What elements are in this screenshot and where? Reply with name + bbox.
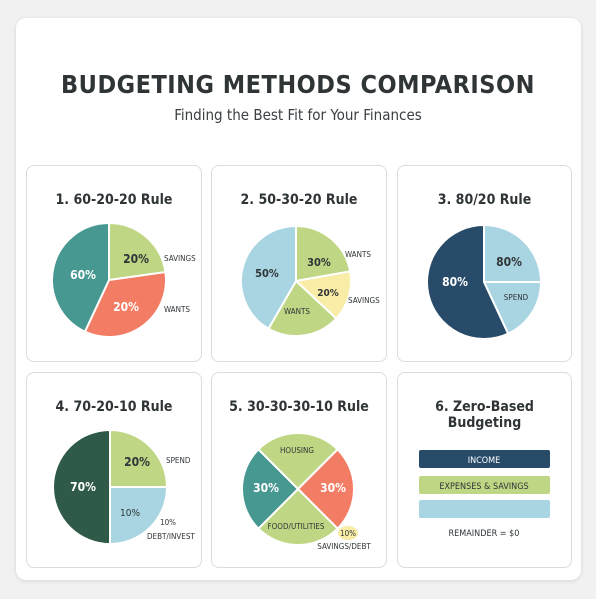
pie-slice-housing [256, 432, 340, 491]
slice-label-30-coral: 30% [320, 481, 346, 495]
pie-chart-5: HOUSING 30% 30% FOOD/UTILITIES 10% SAVIN… [241, 432, 371, 551]
savings-annotation: SAVINGS [164, 254, 196, 263]
slice-label-20: 20% [317, 288, 339, 299]
slice-label-10: 10% [120, 508, 140, 519]
pie-slice-80 [426, 223, 510, 340]
pie-chart-1: 60% 20% 20% SAVINGS WANTS [51, 221, 196, 338]
slice-label-70: 70% [70, 480, 96, 494]
pie-chart-4: 70% 20% 10% SPEND 10% DEBT/INVEST [52, 428, 195, 546]
slice-label-30-teal: 30% [253, 481, 279, 495]
panel-zero-based: 6. Zero-Based Budgeting INCOME EXPENSES … [397, 372, 572, 568]
panel-title: 1. 60-20-20 Rule [55, 192, 173, 208]
page-title: BUDGETING METHODS COMPARISON [61, 70, 535, 99]
panel-70-20-10: 4. 70-20-10 Rule 70% 20% 10% SPEND 10% D… [26, 372, 202, 568]
panel-title: 4. 70-20-10 Rule [55, 399, 173, 415]
wants-annotation: WANTS [164, 305, 190, 314]
slice-label-10: 10% [340, 529, 356, 538]
expenses-bar [419, 476, 550, 494]
pie-slice-30-coral [296, 447, 355, 531]
panel-title: 6. Zero-Based Budgeting [435, 399, 534, 431]
slice-label-20-wants: 20% [113, 300, 139, 314]
pie-slice-spend [109, 428, 169, 488]
slice-label-20: 20% [124, 455, 150, 469]
pie-slice-wants-lower [267, 279, 338, 337]
income-label: INCOME [468, 456, 501, 466]
panel-title: 5. 30-30-30-10 Rule [229, 399, 369, 415]
panel-30-30-30-10: 5. 30-30-30-10 Rule HOUSING 30% 30% FOOD… [211, 372, 387, 568]
pie-slice-50 [240, 224, 297, 330]
slice-label-20-savings: 20% [123, 252, 149, 266]
pie-chart-2: 50% 30% 20% WANTS SAVINGS WANTS [240, 224, 380, 337]
slice-label-50: 50% [255, 267, 279, 280]
savings-debt-annotation: SAVINGS/DEBT [317, 542, 371, 551]
pie-slice-spend [482, 281, 543, 335]
ten-annotation: 10% [160, 518, 176, 527]
panel-50-30-20: 2. 50-30-20 Rule 50% 30% 20% WANTS SAVIN… [211, 165, 387, 362]
pie-slice-debt [109, 486, 169, 546]
savings-annotation: SAVINGS [348, 296, 380, 305]
pie-slice-70 [52, 428, 111, 546]
zero-based-diagram: INCOME EXPENSES & SAVINGS REMAINDER = $0 [419, 450, 550, 539]
slice-label-30: 30% [307, 256, 331, 269]
pie-slice-wants-30 [295, 224, 352, 283]
income-bar [419, 450, 550, 468]
remainder-label: REMAINDER = $0 [449, 529, 520, 539]
pie-slice-food [256, 487, 340, 546]
pie-slice-savings [108, 221, 167, 282]
page-subtitle: Finding the Best Fit for Your Finances [174, 106, 422, 124]
panel-title: 2. 50-30-20 Rule [240, 192, 358, 208]
expenses-label: EXPENSES & SAVINGS [439, 482, 528, 492]
slice-label-80-b: 80% [496, 255, 522, 269]
slice-label-60: 60% [70, 268, 96, 282]
spend-annotation: SPEND [166, 456, 191, 465]
pie-slice-top-right [483, 223, 543, 283]
panel-80-20: 3. 80/20 Rule 80% 80% SPEND [397, 165, 572, 362]
panel-title: 3. 80/20 Rule [437, 192, 532, 208]
pie-slice-60 [51, 221, 110, 333]
wants-annotation: WANTS [345, 250, 371, 259]
slice-label-80: 80% [442, 275, 468, 289]
food-annotation: FOOD/UTILITIES [268, 522, 325, 531]
panel-60-20-20: 1. 60-20-20 Rule 60% 20% 20% SAVINGS WAN… [26, 165, 202, 362]
pie-slice-30-teal [241, 447, 300, 531]
blank-bar [419, 500, 550, 518]
spend-annotation: SPEND [504, 293, 529, 302]
housing-annotation: HOUSING [280, 446, 314, 455]
pie-chart-3: 80% 80% SPEND [426, 223, 543, 340]
pie-slice-savings-debt [338, 526, 358, 540]
wants-annotation-lower: WANTS [284, 307, 310, 316]
debt-annotation: DEBT/INVEST [147, 532, 195, 541]
